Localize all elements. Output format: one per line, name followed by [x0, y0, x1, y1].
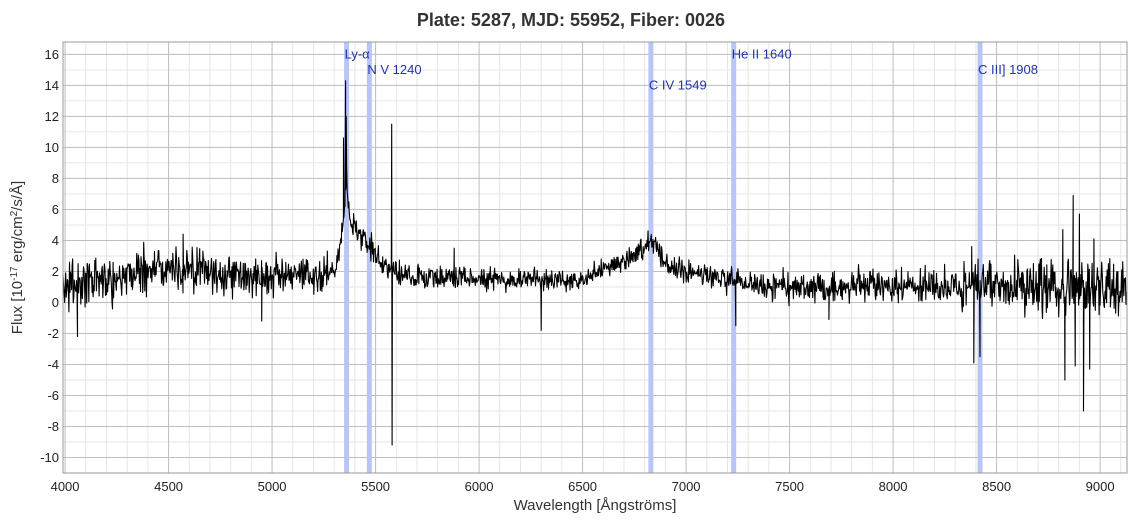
y-tick-label: 2: [52, 264, 59, 279]
x-tick-label: 4500: [154, 479, 183, 494]
y-tick-label: 8: [52, 171, 59, 186]
emission-line-markers: [344, 42, 983, 473]
y-tick-label: -6: [47, 388, 59, 403]
emission-line-label: C III] 1908: [978, 62, 1038, 77]
plot-frame: [62, 41, 1128, 474]
x-tick-label: 7500: [775, 479, 804, 494]
y-tick-label: 12: [45, 109, 59, 124]
x-tick-label: 8500: [982, 479, 1011, 494]
series-layer: [62, 80, 1128, 446]
y-tick-label: 0: [52, 295, 59, 310]
x-tick-label: 6500: [568, 479, 597, 494]
x-axis-title: Wavelength [Ångströms]: [514, 497, 677, 514]
emission-line-band: [977, 42, 983, 473]
y-tick-label: -2: [47, 326, 59, 341]
y-tick-label: 16: [45, 47, 59, 62]
x-tick-label: 5000: [258, 479, 287, 494]
y-axis-title-suffix: /s/Å]: [9, 181, 26, 211]
y-tick-label: -4: [47, 357, 59, 372]
x-tick-label: 8000: [879, 479, 908, 494]
y-tick-label: -10: [40, 450, 59, 465]
y-tick-label: 4: [52, 233, 59, 248]
emission-line-label: Ly-α: [345, 46, 371, 61]
y-axis-title-mid: erg/cm: [9, 216, 26, 266]
x-tick-label: 9000: [1086, 479, 1115, 494]
y-axis-title: Flux [10-17 erg/cm2/s/Å]: [9, 181, 27, 334]
emission-line-band: [344, 42, 350, 473]
tick-labels: 4000 4500 5000 5500 6000 6500 7000 7500 8000 8500…: [40, 47, 1114, 494]
y-axis-title-exp2: 2: [9, 210, 20, 216]
y-tick-label: 6: [52, 202, 59, 217]
y-axis-title-prefix: Flux [10: [9, 281, 26, 334]
x-tick-label: 4000: [51, 479, 80, 494]
emission-line-band: [731, 42, 737, 473]
x-tick-label: 5500: [361, 479, 390, 494]
y-tick-label: 14: [45, 78, 59, 93]
emission-line-band: [366, 42, 372, 473]
chart-title: Plate: 5287, MJD: 55952, Fiber: 0026: [416, 10, 726, 30]
emission-line-band: [648, 42, 654, 473]
grid: [63, 42, 1127, 474]
emission-line-labels: Ly-αN V 1240 C IV 1549 He II 1640 C III] 19…: [345, 46, 1038, 92]
y-tick-label: -8: [47, 419, 59, 434]
x-tick-label: 6000: [465, 479, 494, 494]
emission-line-label: N V 1240: [367, 62, 421, 77]
x-tick-label: 7000: [672, 479, 701, 494]
y-tick-label: 10: [45, 140, 59, 155]
emission-line-label: C IV 1549: [649, 77, 707, 92]
y-axis-title-exp1: -17: [9, 266, 20, 281]
emission-line-label: He II 1640: [732, 46, 792, 61]
spectrum-line: [62, 80, 1128, 446]
